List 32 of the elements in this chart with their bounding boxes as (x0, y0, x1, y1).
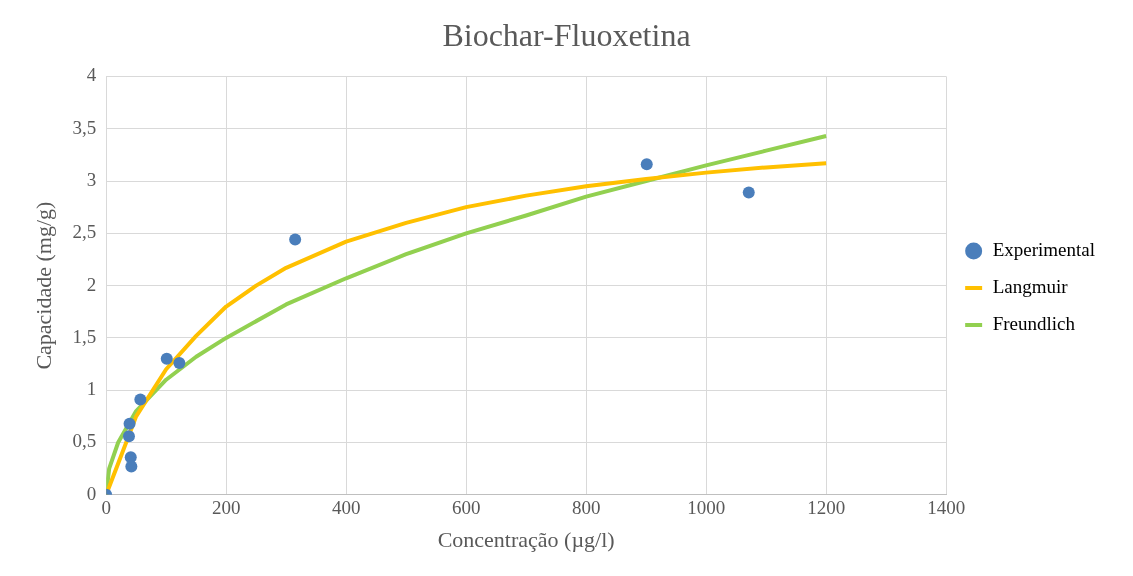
point (289, 233, 302, 246)
y-tick-label: 0,5 (72, 430, 97, 452)
y-tick-label: 2 (86, 273, 97, 295)
x-tick-label: 0 (101, 497, 111, 519)
point (134, 393, 147, 406)
x-tick-label: 1200 (807, 497, 846, 519)
point (125, 460, 138, 473)
point (123, 417, 136, 430)
x-tick-label: 400 (331, 497, 361, 519)
y-tick-label: 3 (86, 168, 97, 190)
y-tick-label: 1,5 (72, 325, 97, 347)
point (122, 430, 135, 443)
y-tick-label: 0 (86, 482, 97, 504)
chart-title: Biochar-Fluoxetina (442, 16, 691, 53)
x-tick-label: 200 (211, 497, 241, 519)
y-tick-label: 1 (86, 378, 97, 400)
point (742, 186, 755, 199)
point (640, 158, 653, 171)
x-tick-label: 1400 (927, 497, 966, 519)
legend-label: Freundlich (992, 312, 1076, 334)
y-tick-label: 2,5 (72, 221, 97, 243)
x-tick-label: 800 (571, 497, 601, 519)
point (160, 352, 173, 365)
y-axis-title: Capacidade (mg/g) (30, 201, 56, 370)
y-tick-label: 3,5 (72, 116, 97, 138)
x-tick-label: 600 (451, 497, 481, 519)
legend-label: Experimental (992, 238, 1096, 260)
x-axis-title: Concentração (µg/l) (437, 526, 615, 552)
y-tick-label: 4 (86, 64, 97, 86)
x-tick-label: 1000 (687, 497, 726, 519)
point (173, 357, 186, 369)
legend-label: Langmuir (992, 275, 1069, 297)
